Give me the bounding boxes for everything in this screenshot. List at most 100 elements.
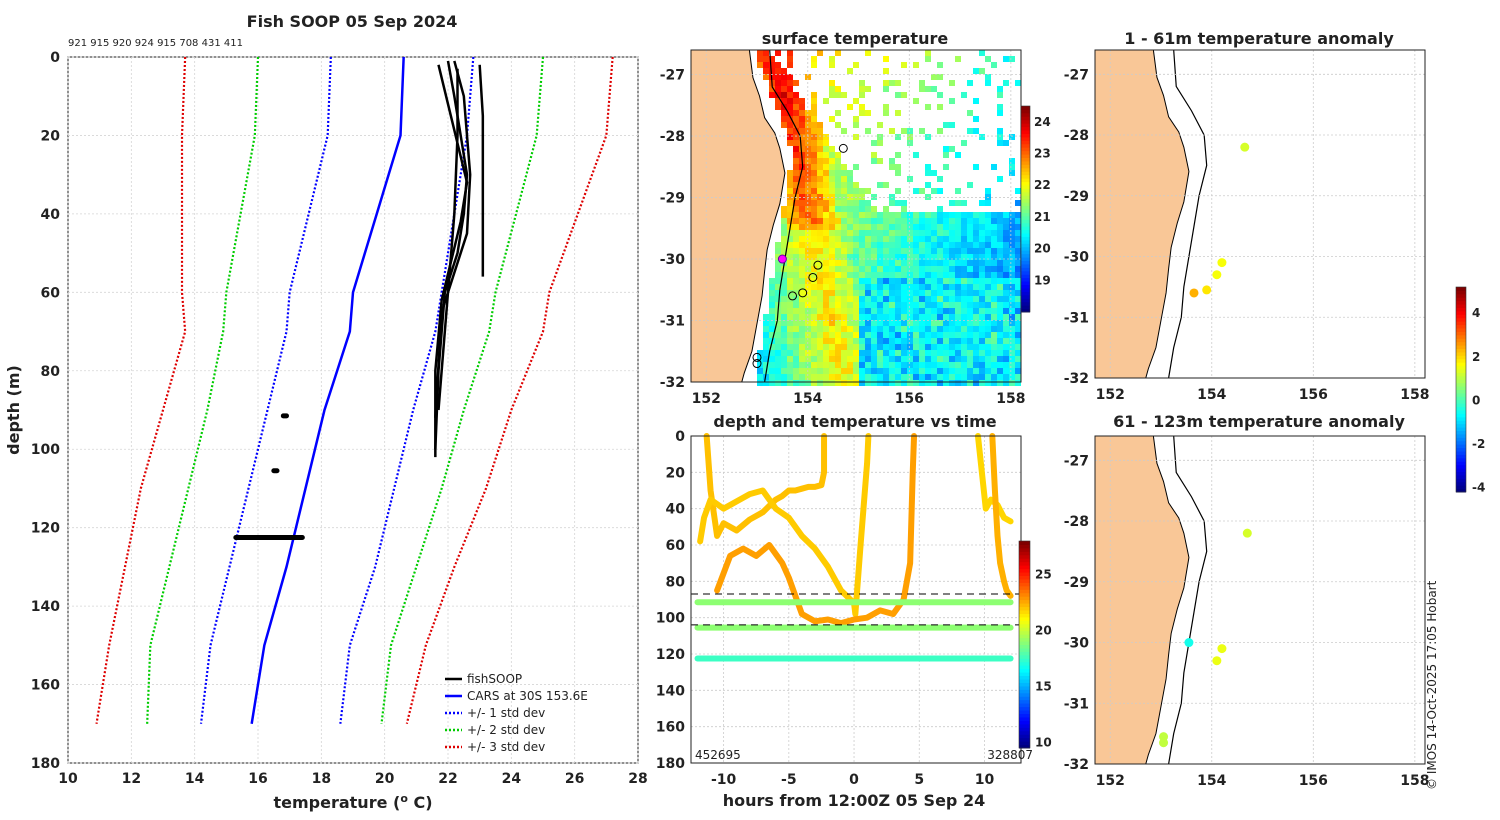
sst-cell: [823, 290, 829, 296]
sst-cell: [841, 278, 847, 284]
sst-cell: [841, 362, 847, 368]
sst-cell: [985, 326, 991, 332]
sst-cell: [859, 110, 865, 116]
sst-cell: [949, 146, 955, 152]
sst-cell: [913, 374, 919, 380]
profile-line--2-std-dev: [380, 56, 545, 724]
sst-cell: [853, 278, 859, 284]
sst-cell: [949, 362, 955, 368]
depth-colorbar-step: [1019, 654, 1030, 659]
sst-cell: [889, 194, 895, 200]
sst-cell: [967, 314, 973, 320]
sst-cell: [919, 320, 925, 326]
sst-cell: [919, 212, 925, 218]
sst-cell: [817, 206, 823, 212]
sst-cell: [811, 374, 817, 380]
sst-cell: [961, 236, 967, 242]
sst-cell: [1009, 212, 1015, 218]
map-x-tick: 154: [793, 391, 822, 407]
sst-cell: [841, 356, 847, 362]
sst-cell: [799, 170, 805, 176]
sst-cell: [931, 188, 937, 194]
sst-cell: [967, 308, 973, 314]
sst-cell: [991, 284, 997, 290]
sst-cell: [799, 230, 805, 236]
legend-label: +/- 1 std dev: [467, 706, 545, 720]
sst-cell: [859, 260, 865, 266]
sst-cell: [997, 242, 1003, 248]
sst-cell: [895, 278, 901, 284]
map-x-tick: 152: [692, 391, 721, 407]
sst-cell: [805, 110, 811, 116]
sst-cell: [913, 254, 919, 260]
sst-cell: [967, 266, 973, 272]
sst-cell: [757, 50, 763, 56]
sst-cell: [967, 230, 973, 236]
sst-cell: [841, 194, 847, 200]
sst-cell: [883, 362, 889, 368]
sst-cell: [937, 296, 943, 302]
sst-cell: [931, 254, 937, 260]
sst-cell: [961, 296, 967, 302]
sst-cell: [877, 140, 883, 146]
sst-colorbar-step: [1021, 308, 1030, 313]
sst-cell: [829, 338, 835, 344]
sst-cell: [829, 86, 835, 92]
sst-cell: [955, 344, 961, 350]
sst-cell: [937, 326, 943, 332]
sst-cell: [919, 242, 925, 248]
sst-cell: [967, 332, 973, 338]
anomaly-colorbar-step: [1456, 454, 1466, 459]
depth-track: [703, 433, 828, 539]
sst-cell: [901, 212, 907, 218]
sst-cell: [805, 206, 811, 212]
sst-cell: [979, 290, 985, 296]
sst-cell: [889, 332, 895, 338]
map-y-tick: -29: [1064, 189, 1089, 205]
sst-cell: [781, 110, 787, 116]
sst-cell: [877, 338, 883, 344]
sst-cell: [871, 272, 877, 278]
sst-cell: [781, 308, 787, 314]
sst-cell: [757, 374, 763, 380]
map-y-tick: -28: [660, 129, 685, 145]
sst-cell: [877, 320, 883, 326]
sst-cell: [997, 278, 1003, 284]
sst-cell: [949, 344, 955, 350]
sst-colorbar-step: [1021, 305, 1030, 310]
sst-colorbar-step: [1021, 236, 1030, 241]
sst-cell: [835, 182, 841, 188]
profile-x-tick: 20: [375, 771, 395, 787]
sst-cell: [1003, 224, 1009, 230]
sst-colorbar-step: [1021, 222, 1030, 227]
sst-cell: [943, 278, 949, 284]
sst-cell: [973, 260, 979, 266]
sst-colorbar-step: [1021, 116, 1030, 121]
sst-cell: [925, 344, 931, 350]
depth-track: [989, 433, 1014, 599]
sst-cell: [853, 272, 859, 278]
sst-cell: [787, 134, 793, 140]
sst-cell: [859, 254, 865, 260]
sst-cell: [949, 356, 955, 362]
sst-cell: [793, 356, 799, 362]
anomaly-colorbar-step: [1456, 478, 1466, 483]
sst-colorbar-step: [1021, 178, 1030, 183]
station-marker: [777, 254, 787, 264]
depth-colorbar-step: [1019, 703, 1030, 708]
sst-cell: [883, 230, 889, 236]
sst-cell: [829, 62, 835, 68]
sst-cell: [985, 332, 991, 338]
sst-cell: [1015, 254, 1021, 260]
sst-cell: [991, 260, 997, 266]
sst-cell: [829, 188, 835, 194]
sst-cell: [925, 314, 931, 320]
map-x-tick: 158: [1400, 773, 1429, 789]
sst-cell: [865, 344, 871, 350]
sst-cell: [835, 254, 841, 260]
map-x-tick: 158: [996, 391, 1025, 407]
map-y-tick: -31: [1064, 310, 1089, 326]
sst-cell: [829, 182, 835, 188]
sst-cell: [757, 62, 763, 68]
sst-cell: [853, 368, 859, 374]
